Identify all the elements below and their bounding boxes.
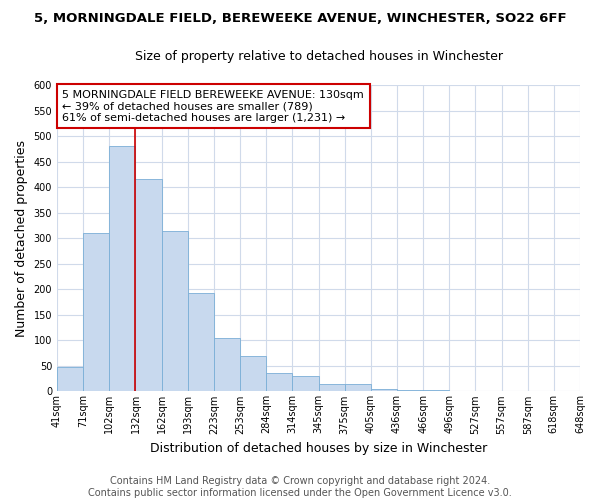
Y-axis label: Number of detached properties: Number of detached properties (15, 140, 28, 336)
Bar (449, 391, 475, 392)
Bar (83, 232, 109, 392)
Bar (136, 180, 161, 392)
Bar (188, 293, 214, 392)
Text: 5, MORNINGDALE FIELD, BEREWEEKE AVENUE, WINCHESTER, SO22 6FF: 5, MORNINGDALE FIELD, BEREWEEKE AVENUE, … (34, 12, 566, 26)
Bar (554, 391, 580, 392)
Bar (57, 368, 83, 392)
Bar (266, 373, 292, 392)
Bar (161, 230, 188, 392)
Title: Size of property relative to detached houses in Winchester: Size of property relative to detached ho… (134, 50, 503, 63)
Text: Contains HM Land Registry data © Crown copyright and database right 2024.
Contai: Contains HM Land Registry data © Crown c… (88, 476, 512, 498)
Bar (397, 390, 423, 392)
Bar (292, 376, 319, 392)
X-axis label: Distribution of detached houses by size in Winchester: Distribution of detached houses by size … (150, 442, 487, 455)
Bar (240, 356, 266, 392)
Text: 5 MORNINGDALE FIELD BEREWEEKE AVENUE: 130sqm
← 39% of detached houses are smalle: 5 MORNINGDALE FIELD BEREWEEKE AVENUE: 13… (62, 90, 364, 123)
Bar (371, 389, 397, 392)
Bar (423, 390, 449, 392)
Bar (214, 338, 240, 392)
Bar (109, 146, 136, 392)
Bar (319, 384, 344, 392)
Bar (344, 384, 371, 392)
